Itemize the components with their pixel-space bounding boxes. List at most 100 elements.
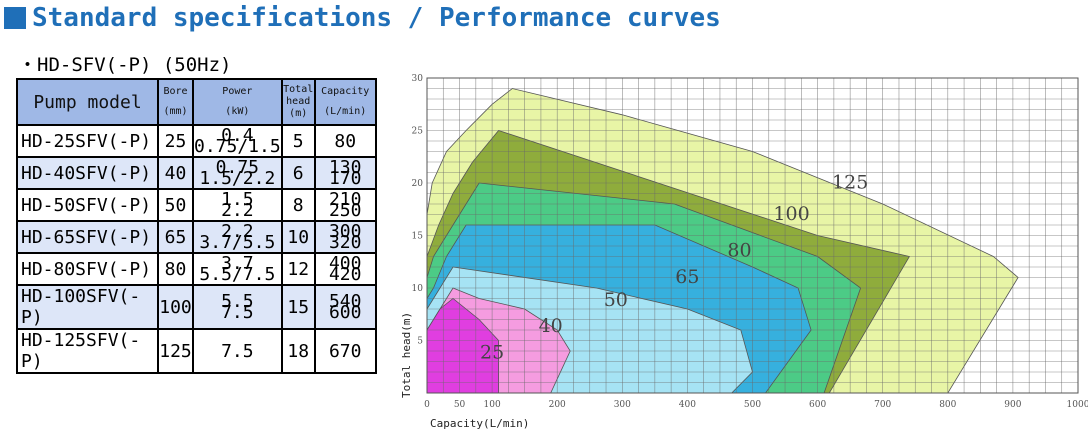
cell-model: HD-125SFV(-P)	[16, 328, 159, 374]
x-tick-label: 300	[614, 400, 631, 410]
cell-bore: 25	[157, 124, 194, 158]
cell-bore: 50	[157, 188, 194, 222]
x-axis-label: Capacity(L/min)	[430, 417, 529, 430]
table-row: HD-50SFV(-P) 50 1.5 2.2 8 210 250	[16, 188, 377, 222]
cell-power-line: 1.5/2.2	[199, 168, 276, 189]
y-axis-label: Total head(m)	[400, 312, 413, 398]
y-tick-label: 25	[412, 127, 424, 137]
cell-capacity-line: 320	[328, 232, 362, 253]
x-tick-label: 900	[1004, 400, 1021, 410]
y-tick-label: 15	[412, 232, 424, 242]
cell-power-line: 2.2	[221, 200, 254, 221]
cell-capacity-line: 400	[328, 253, 362, 274]
header-power-line: Power	[222, 86, 253, 97]
cell-power-line: 5.5/7.5	[199, 264, 276, 285]
y-tick-label: 5	[417, 337, 423, 347]
cell-power: 2.2 3.7/5.5	[192, 220, 283, 254]
x-tick-label: 200	[549, 400, 566, 410]
x-tick-label: 50	[454, 400, 466, 410]
x-tick-label: 400	[679, 400, 696, 410]
cell-power: 1.5 2.2	[192, 188, 283, 222]
cell-capacity: 300 320	[313, 220, 377, 254]
title-square-icon	[4, 7, 26, 29]
page-title: Standard specifications / Performance cu…	[4, 2, 721, 34]
page-subtitle: ・HD-SFV(-P) (50Hz)	[18, 54, 232, 76]
cell-power-line: 7.5	[221, 340, 254, 362]
cell-capacity: 130 170	[313, 156, 377, 190]
cell-bore: 100	[157, 284, 194, 330]
x-tick-label: 800	[939, 400, 956, 410]
header-model: Pump model	[16, 78, 159, 126]
x-tick-label: 1000	[1067, 400, 1088, 410]
header-power-line: (kW)	[225, 106, 250, 117]
cell-capacity-line: 250	[328, 200, 362, 221]
cell-capacity-line: 420	[328, 264, 362, 285]
cell-capacity-line: 130	[328, 157, 362, 178]
x-tick-label: 500	[744, 400, 761, 410]
cell-model: HD-50SFV(-P)	[16, 188, 159, 222]
table-row: HD-80SFV(-P) 80 3.7 5.5/7.5 12 400 420	[16, 252, 377, 286]
y-tick-label: 30	[412, 74, 424, 84]
cell-capacity: 80	[313, 124, 377, 158]
cell-power: 3.7 5.5/7.5	[192, 252, 283, 286]
cell-capacity: 210 250	[313, 188, 377, 222]
cell-capacity-line: 80	[334, 130, 357, 152]
header-head: Total head (m)	[280, 78, 316, 126]
cell-power-line: 0.4	[221, 125, 254, 146]
cell-head: 6	[280, 156, 316, 190]
cell-capacity: 400 420	[313, 252, 377, 286]
cell-power-line: 5.5	[221, 291, 254, 312]
cell-head: 12	[280, 252, 316, 286]
header-bore-line: Bore	[163, 86, 188, 97]
curve-label: 125	[832, 171, 868, 193]
header-bore-line: (mm)	[163, 106, 188, 117]
header-head-line: (m)	[289, 108, 308, 119]
y-tick-label: 10	[412, 284, 424, 294]
cell-capacity: 670	[313, 328, 377, 374]
cell-head: 15	[280, 284, 316, 330]
cell-head: 18	[280, 328, 316, 374]
table-row: HD-65SFV(-P) 65 2.2 3.7/5.5 10 300 320	[16, 220, 377, 254]
header-capacity-line: Capacity	[321, 86, 370, 97]
header-bore: Bore (mm)	[157, 78, 194, 126]
cell-head: 8	[280, 188, 316, 222]
cell-model: HD-65SFV(-P)	[16, 220, 159, 254]
cell-model: HD-40SFV(-P)	[16, 156, 159, 190]
x-tick-label: 0	[424, 400, 430, 410]
cell-power: 0.4 0.75/1.5	[192, 124, 283, 158]
chart-grid	[426, 77, 1079, 394]
x-tick-label: 700	[874, 400, 891, 410]
table-row: HD-125SFV(-P) 125 7.5 18 670	[16, 328, 377, 374]
cell-power: 7.5	[192, 328, 283, 374]
cell-model: HD-80SFV(-P)	[16, 252, 159, 286]
cell-model: HD-100SFV(-P)	[16, 284, 159, 330]
curve-label: 100	[773, 203, 809, 225]
header-capacity: Capacity (L/min)	[313, 78, 377, 126]
cell-bore: 40	[157, 156, 194, 190]
curve-label: 40	[539, 315, 563, 337]
cell-capacity: 540 600	[313, 284, 377, 330]
cell-power-line: 0.75	[215, 157, 260, 178]
cell-capacity-line: 300	[328, 221, 362, 242]
cell-capacity-line: 540	[328, 291, 362, 312]
cell-model: HD-25SFV(-P)	[16, 124, 159, 158]
chart-regions	[426, 88, 1019, 394]
curve-label: 65	[675, 266, 699, 288]
cell-power-line: 2.2	[221, 221, 254, 242]
cell-head: 10	[280, 220, 316, 254]
cell-power-line: 1.5	[221, 189, 254, 210]
spec-table-body: HD-25SFV(-P) 25 0.4 0.75/1.5 5 80 HD-40SFV(-P)…	[16, 124, 377, 374]
table-row: HD-100SFV(-P) 100 5.5 7.5 15 540 600	[16, 284, 377, 330]
header-head-line: head	[286, 96, 311, 107]
plot-frame	[426, 77, 1079, 394]
cell-bore: 125	[157, 328, 194, 374]
cell-capacity-line: 170	[328, 168, 362, 189]
cell-capacity-line: 210	[328, 189, 362, 210]
cell-capacity-line: 670	[328, 340, 362, 362]
header-power: Power (kW)	[192, 78, 283, 126]
x-tick-label: 100	[484, 400, 501, 410]
performance-chart: 125 100 80 65 50 40 25 0 50 100 200 300 400 500 600 70…	[400, 74, 1088, 430]
curve-label: 50	[604, 289, 628, 311]
curve-label: 80	[727, 240, 751, 262]
cell-capacity-line: 600	[328, 302, 362, 323]
